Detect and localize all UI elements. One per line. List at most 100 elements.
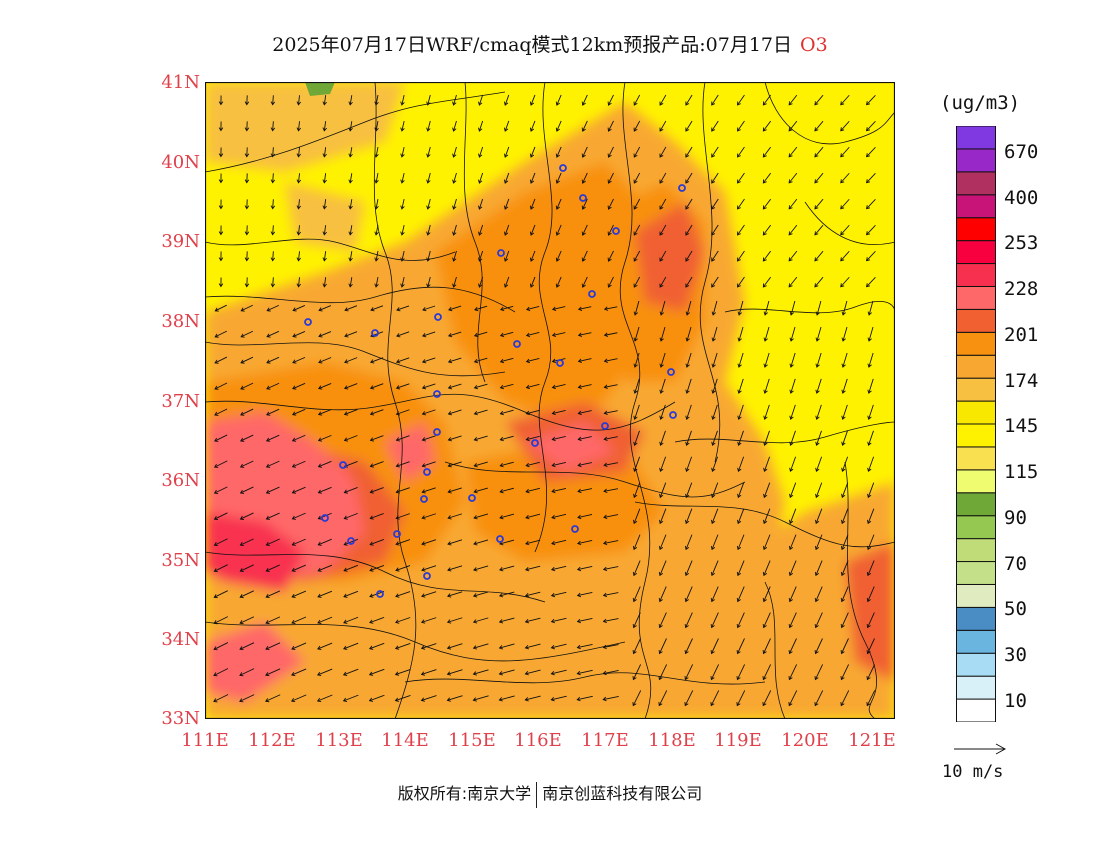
wind-arrow-icon: [842, 300, 848, 316]
wind-arrow-head: [422, 333, 427, 338]
wind-arrow-head: [426, 153, 431, 158]
wind-arrow-head: [659, 493, 664, 499]
wind-arrow-head: [737, 467, 742, 473]
wind-arrow-icon: [478, 276, 484, 288]
wind-arrow-icon: [814, 94, 824, 106]
wind-arrow-icon: [685, 250, 693, 262]
wind-arrow-icon: [500, 331, 514, 337]
wind-arrow-head: [344, 307, 349, 312]
wind-arrow-head: [369, 437, 375, 442]
wind-arrow-head: [659, 441, 664, 446]
wind-arrow-head: [581, 153, 586, 158]
wind-arrow-icon: [395, 643, 411, 649]
wind-arrow-head: [529, 231, 535, 236]
wind-arrow-icon: [633, 534, 641, 550]
wind-arrow-head: [603, 358, 608, 363]
wind-arrow-icon: [762, 664, 772, 680]
wind-arrow-head: [239, 698, 244, 703]
wind-arrow-icon: [578, 332, 592, 336]
wind-arrow-head: [296, 101, 302, 106]
wind-arrow-icon: [577, 488, 593, 492]
wind-arrow-head: [840, 257, 845, 262]
wind-arrow-head: [266, 333, 271, 338]
wind-arrow-icon: [763, 560, 771, 576]
wind-arrow-head: [736, 623, 741, 629]
field-salmon-d: [305, 462, 355, 532]
wind-arrow-icon: [499, 669, 515, 675]
wind-arrow-head: [762, 153, 767, 158]
wind-arrow-icon: [711, 146, 719, 158]
wind-arrow-icon: [685, 94, 693, 106]
wind-arrow-head: [239, 646, 244, 651]
wind-arrow-icon: [317, 590, 333, 598]
wind-arrow-icon: [659, 250, 667, 262]
wind-arrow-head: [529, 205, 535, 210]
wind-arrow-icon: [448, 305, 462, 311]
wind-arrow-icon: [634, 430, 640, 446]
wind-arrow-head: [292, 307, 297, 312]
wind-arrow-icon: [578, 358, 592, 362]
wind-arrow-head: [316, 671, 322, 677]
wind-arrow-icon: [504, 172, 510, 184]
wind-arrow-icon: [292, 460, 306, 468]
wind-arrow-icon: [762, 120, 772, 132]
wind-arrow-icon: [375, 225, 379, 235]
wind-arrow-head: [529, 257, 535, 262]
colorbar-swatch: [956, 148, 996, 173]
wind-arrow-icon: [608, 146, 614, 158]
wind-arrow-head: [343, 411, 349, 416]
wind-arrow-icon: [840, 120, 850, 132]
wind-arrow-icon: [866, 225, 876, 235]
wind-arrow-icon: [474, 383, 488, 389]
wind-arrow-icon: [298, 225, 300, 235]
wind-arrow-head: [213, 515, 219, 521]
wind-arrow-head: [374, 205, 379, 210]
wind-arrow-head: [633, 493, 638, 499]
colorbar-label: 70: [1004, 553, 1027, 575]
wind-arrow-icon: [578, 384, 592, 388]
wind-arrow-head: [239, 594, 244, 599]
wind-arrow-icon: [686, 378, 692, 394]
wind-arrow-head: [840, 127, 845, 132]
wind-arrow-icon: [266, 486, 280, 494]
wind-arrow-head: [736, 571, 742, 577]
wind-arrow-head: [555, 205, 560, 210]
wind-arrow-head: [447, 437, 452, 442]
colorbar-swatch: [956, 515, 996, 540]
wind-arrow-head: [576, 566, 582, 572]
wind-arrow-icon: [814, 276, 824, 288]
wind-arrow-head: [658, 545, 664, 551]
wind-arrow-head: [602, 592, 608, 598]
wind-arrow-icon: [866, 173, 876, 183]
wind-arrow-icon: [525, 591, 541, 597]
wind-arrow-icon: [685, 172, 693, 184]
wind-arrow-head: [214, 359, 219, 364]
wind-arrow-head: [478, 257, 483, 262]
wind-arrow-icon: [789, 560, 797, 576]
wind-arrow-icon: [582, 172, 588, 184]
wind-arrow-head: [317, 567, 322, 572]
wind-arrow-head: [788, 127, 793, 132]
wind-arrow-head: [317, 541, 322, 546]
wind-arrow-icon: [659, 586, 667, 602]
wind-arrow-head: [684, 702, 689, 707]
wind-arrow-icon: [867, 482, 875, 498]
lon-label-121e: 121E: [848, 730, 896, 751]
wind-arrow-head: [684, 545, 690, 551]
wind-arrow-icon: [686, 404, 692, 420]
wind-arrow-head: [244, 179, 250, 184]
wind-arrow-head: [317, 515, 322, 520]
wind-arrow-icon: [866, 664, 876, 680]
wind-arrow-head: [710, 702, 715, 707]
wind-arrow-icon: [814, 172, 824, 184]
wind-arrow-icon: [499, 565, 515, 571]
wind-arrow-head: [577, 332, 583, 337]
wind-arrow-head: [473, 463, 478, 468]
wind-arrow-icon: [369, 694, 385, 702]
wind-arrow-icon: [530, 198, 536, 210]
wind-arrow-head: [270, 283, 276, 288]
wind-arrow-head: [529, 153, 535, 158]
wind-arrow-icon: [343, 564, 359, 572]
wind-arrow-icon: [712, 352, 718, 368]
wind-arrow-icon: [764, 326, 770, 342]
